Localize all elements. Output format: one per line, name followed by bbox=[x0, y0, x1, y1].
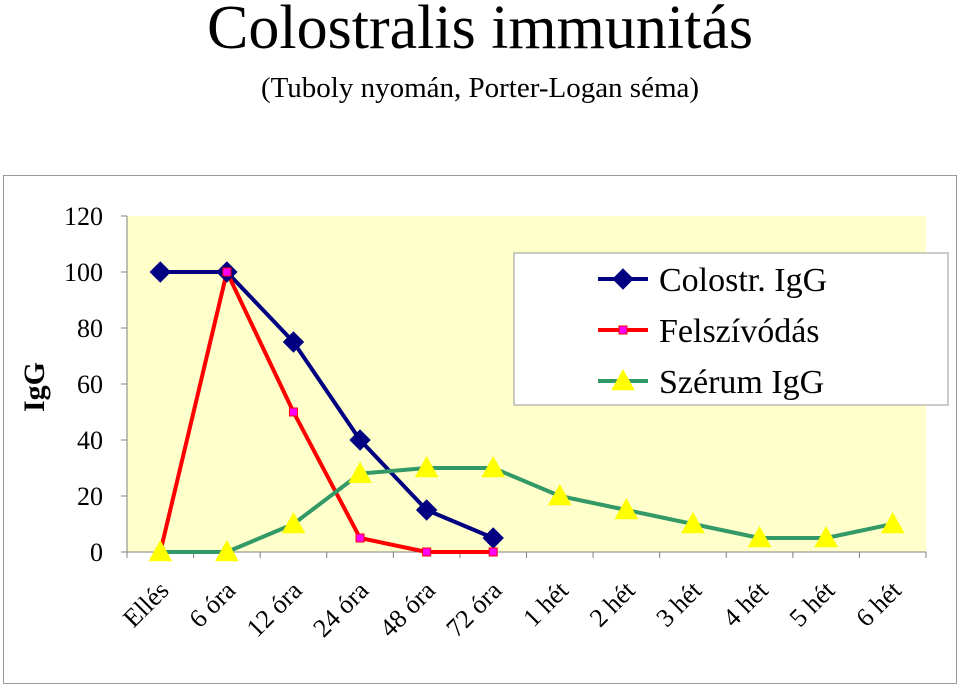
legend-label: Colostr. IgG bbox=[659, 262, 827, 299]
legend-marker bbox=[618, 325, 628, 335]
x-tick-label: 5 hét bbox=[784, 575, 841, 632]
data-point bbox=[148, 539, 173, 562]
y-axis-title: IgG bbox=[18, 362, 51, 412]
data-point bbox=[222, 267, 232, 277]
legend-label: Szérum IgG bbox=[659, 364, 824, 401]
data-point bbox=[422, 547, 432, 557]
y-tick-label: 60 bbox=[77, 370, 103, 399]
y-tick-label: 120 bbox=[64, 202, 103, 231]
data-point bbox=[149, 261, 171, 283]
data-point bbox=[415, 499, 438, 521]
chart-title: Colostralis immunitás bbox=[207, 0, 753, 62]
x-tick-label: 1 hét bbox=[517, 575, 574, 632]
series-line bbox=[158, 270, 494, 554]
x-tick-label: 24 óra bbox=[307, 575, 374, 642]
y-tick-label: 80 bbox=[77, 314, 103, 343]
legend-label: Felszívódás bbox=[659, 313, 820, 350]
legend-marker bbox=[611, 368, 635, 391]
data-point bbox=[880, 511, 905, 534]
data-point bbox=[488, 547, 498, 557]
x-tick-label: 6 hét bbox=[850, 575, 907, 632]
series-line bbox=[160, 466, 894, 554]
series-line bbox=[160, 270, 494, 540]
x-tick-label: 48 óra bbox=[374, 575, 441, 642]
data-point bbox=[349, 429, 371, 451]
data-point bbox=[481, 455, 506, 478]
y-tick-label: 100 bbox=[64, 258, 103, 287]
legend-marker bbox=[612, 268, 634, 290]
x-tick-label: Ellés bbox=[117, 576, 174, 633]
data-point bbox=[282, 331, 305, 353]
x-tick-label: 12 óra bbox=[241, 575, 308, 642]
data-point bbox=[355, 533, 365, 543]
x-tick-label: 3 hét bbox=[650, 575, 707, 632]
data-point bbox=[215, 539, 239, 562]
data-point bbox=[614, 497, 639, 520]
data-point bbox=[681, 511, 705, 534]
x-tick-label: 6 óra bbox=[183, 575, 241, 633]
data-point bbox=[348, 461, 372, 483]
data-point bbox=[814, 525, 838, 548]
x-tick-label: 2 hét bbox=[584, 575, 641, 632]
chart-frame bbox=[3, 175, 957, 684]
data-point bbox=[547, 483, 572, 506]
chart-subtitle: (Tuboly nyomán, Porter-Logan séma) bbox=[260, 72, 700, 104]
x-tick-label: 4 hét bbox=[717, 575, 774, 632]
legend-box bbox=[513, 252, 949, 406]
data-point bbox=[281, 511, 306, 534]
y-tick-label: 20 bbox=[77, 482, 103, 511]
x-tick-label: 72 óra bbox=[440, 575, 507, 642]
data-point bbox=[414, 455, 439, 478]
y-tick-label: 0 bbox=[90, 538, 103, 567]
y-tick-label: 40 bbox=[77, 426, 103, 455]
data-point bbox=[288, 407, 298, 417]
data-point bbox=[747, 525, 772, 548]
